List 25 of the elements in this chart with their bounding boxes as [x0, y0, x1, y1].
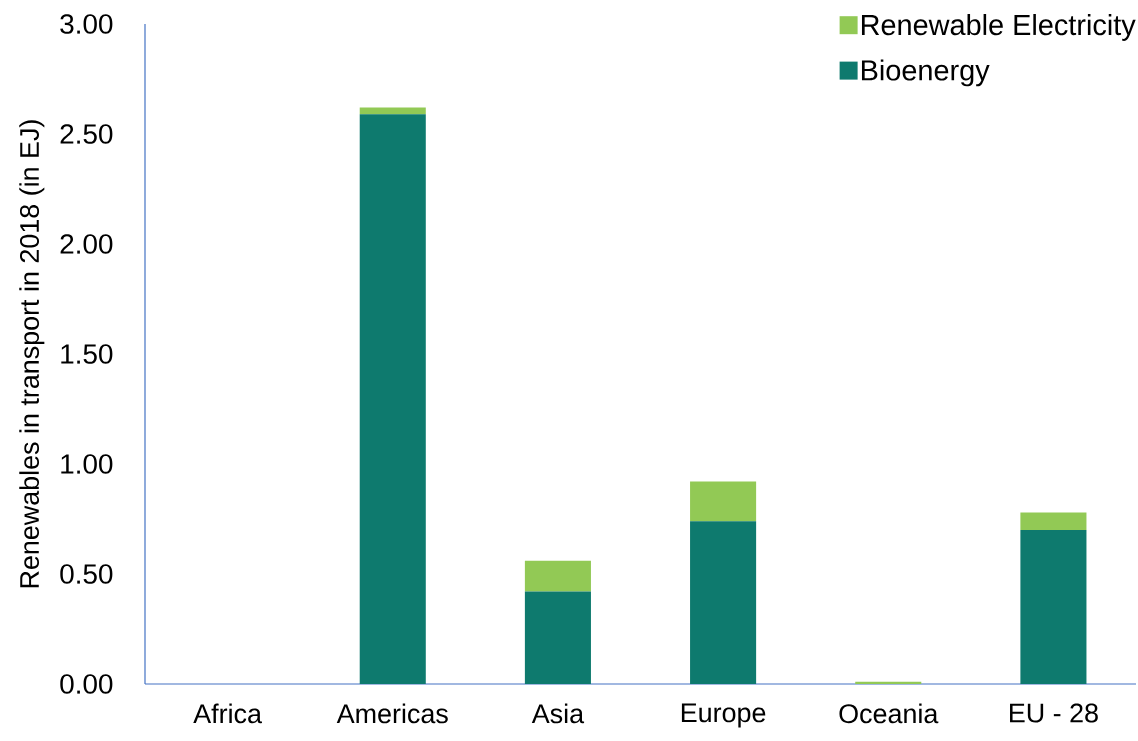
x-tick-label: EU - 28 — [1010, 703, 1098, 723]
bar — [690, 481, 757, 522]
bar — [359, 114, 426, 684]
y-tick-label: 0.50 — [60, 564, 113, 584]
y-axis-title: Renewables in transport in 2018 (in EJ) — [19, 120, 45, 588]
legend-label: Renewable Electricity — [861, 13, 1136, 41]
y-tick-label: 1.50 — [61, 344, 113, 364]
bar — [1020, 530, 1087, 684]
y-tick-label: 2.50 — [60, 124, 113, 144]
y-tick-label: 2.00 — [60, 234, 113, 254]
x-tick-label: Americas — [336, 703, 448, 724]
y-tick-label: 1.00 — [61, 454, 113, 474]
bar — [359, 107, 426, 115]
bar — [524, 560, 591, 592]
bar — [1020, 512, 1087, 530]
x-tick-label: Asia — [531, 703, 585, 724]
x-tick-label: Africa — [193, 703, 262, 724]
x-tick-label: Europe — [681, 703, 766, 728]
legend-label: Bioenergy — [861, 59, 990, 87]
bar — [690, 521, 757, 684]
y-tick-label: 3.00 — [60, 14, 113, 34]
bar — [524, 591, 591, 684]
bar — [855, 681, 922, 684]
y-tick-label: 0.00 — [60, 674, 113, 694]
x-tick-label: Oceania — [839, 703, 939, 724]
